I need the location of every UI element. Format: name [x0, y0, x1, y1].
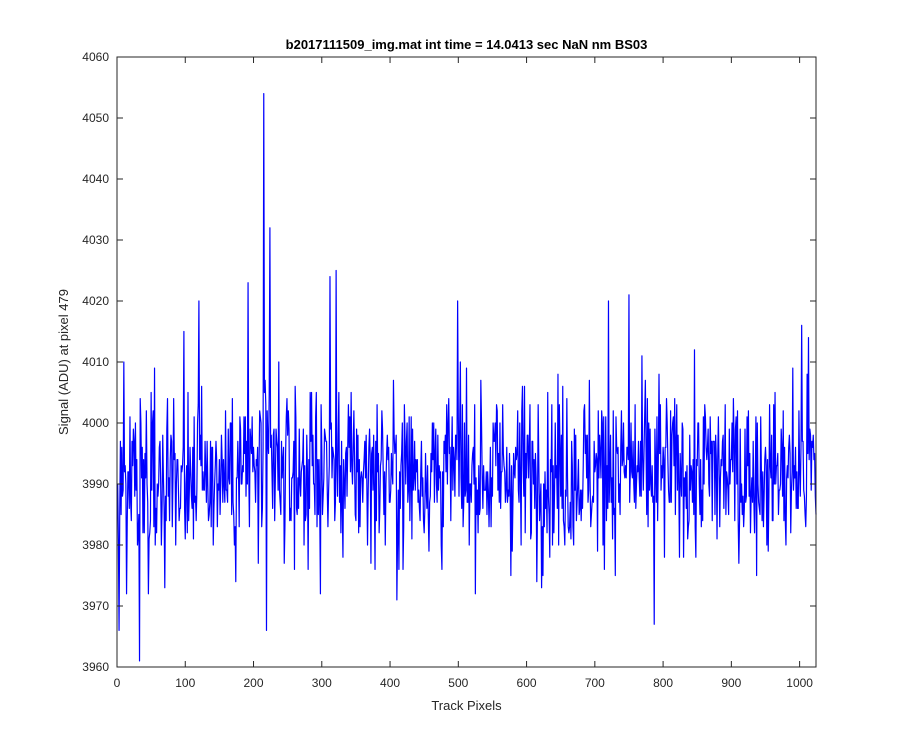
x-tick-label: 200: [244, 676, 264, 690]
x-tick-label: 800: [653, 676, 673, 690]
x-tick-label: 300: [312, 676, 332, 690]
y-tick-label: 4040: [82, 172, 109, 186]
y-tick-label: 4010: [82, 355, 109, 369]
y-axis: 3960 3970 3980 3990 4000 4010 4020 4030 4040 4050…: [82, 50, 816, 674]
x-tick-label: 900: [721, 676, 741, 690]
x-tick-label: 100: [175, 676, 195, 690]
axes-box: [116, 56, 817, 668]
x-tick-label: 400: [380, 676, 400, 690]
x-tick-label: 700: [585, 676, 605, 690]
y-tick-label: 3960: [82, 660, 109, 674]
y-tick-label: 4020: [82, 294, 109, 308]
y-tick-label: 3970: [82, 599, 109, 613]
y-tick-label: 4060: [82, 50, 109, 64]
chart-title: b2017111509_img.mat int time = 14.0413 s…: [286, 37, 648, 52]
plot-area: [117, 57, 816, 667]
x-tick-label: 600: [517, 676, 537, 690]
x-axis: 0 100 200 300 400 500 600 700 800 900 1000: [114, 57, 813, 690]
y-tick-label: 4030: [82, 233, 109, 247]
x-axis-label: Track Pixels: [431, 698, 502, 713]
series-line: [117, 92, 817, 662]
y-tick-label: 3990: [82, 477, 109, 491]
x-tick-label: 500: [448, 676, 468, 690]
x-tick-label: 0: [114, 676, 121, 690]
y-tick-label: 4050: [82, 111, 109, 125]
y-axis-label: Signal (ADU) at pixel 479: [56, 289, 71, 435]
y-tick-label: 4000: [82, 416, 109, 430]
y-tick-label: 3980: [82, 538, 109, 552]
x-tick-label: 1000: [786, 676, 813, 690]
